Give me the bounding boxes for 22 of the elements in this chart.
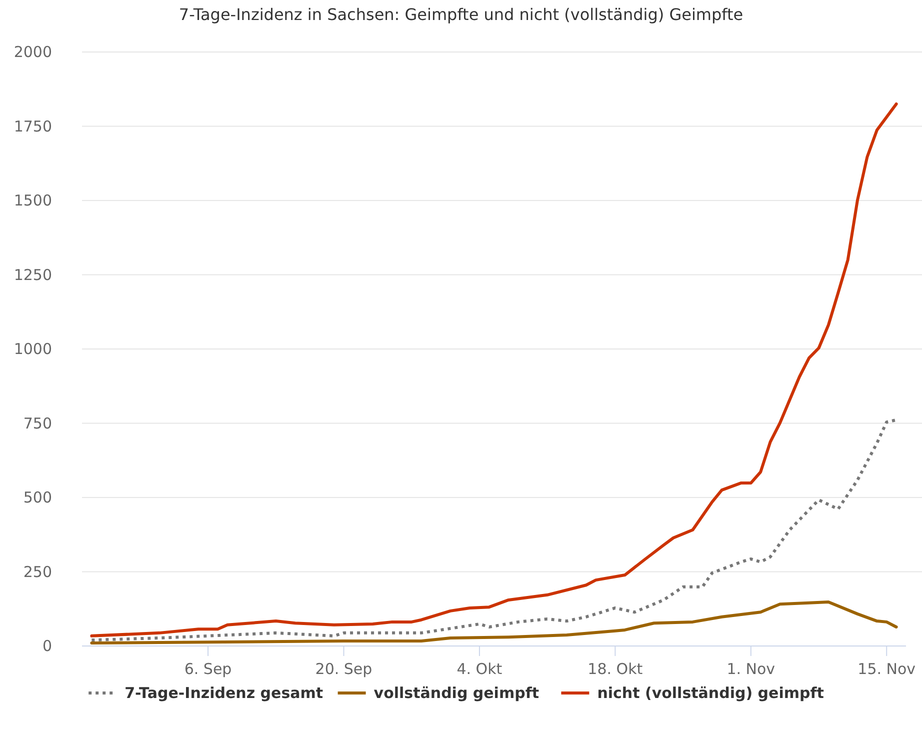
y-tick-label: 1000 [14,340,52,358]
x-tick-label: 15. Nov [858,660,916,678]
x-tick-label: 6. Sep [184,660,232,678]
y-tick-label: 0 [42,637,52,655]
chart-title: 7-Tage-Inzidenz in Sachsen: Geimpfte und nicht (vollständig) Geimpfte [178,5,744,24]
legend-label: nicht (vollständig) geimpft [597,684,824,702]
x-tick-label: 18. Okt [588,660,643,678]
y-tick-label: 500 [23,488,52,506]
x-tick-label: 4. Okt [456,660,502,678]
line-series [90,600,898,645]
line-series [90,418,898,642]
y-tick-label: 1750 [14,117,52,136]
x-tick-label: 20. Sep [315,660,372,678]
line-series [90,102,898,638]
y-tick-label: 2000 [14,43,52,61]
legend-label: vollständig geimpft [374,684,540,702]
x-tick-label: 1. Nov [726,660,776,678]
y-tick-label: 250 [23,562,52,581]
legend-label: 7-Tage-Inzidenz gesamt [124,684,324,702]
y-tick-label: 750 [23,414,52,432]
y-tick-label: 1250 [14,266,52,284]
y-tick-label: 1500 [14,192,52,210]
